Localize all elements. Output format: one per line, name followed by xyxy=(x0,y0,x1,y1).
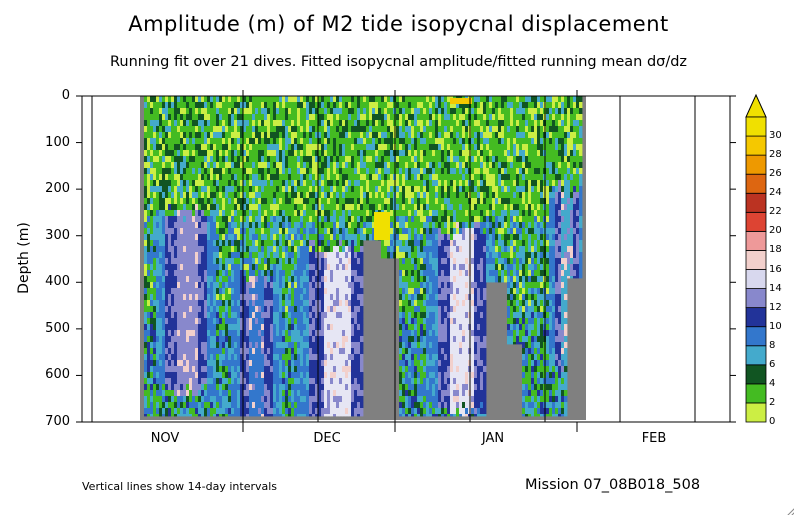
colorbar-tick-label: 28 xyxy=(769,149,782,161)
x-tick-label: DEC xyxy=(313,431,341,446)
y-tick-label: 400 xyxy=(45,274,70,290)
y-tick-label: 300 xyxy=(45,227,70,243)
y-tick-label: 200 xyxy=(45,181,70,197)
colorbar-tick-label: 20 xyxy=(769,225,782,237)
y-tick-label: 500 xyxy=(45,320,70,336)
y-tick-label: 100 xyxy=(45,134,70,150)
colorbar-segment xyxy=(745,402,767,423)
colorbar-segment xyxy=(745,211,767,232)
colorbar-tick-label: 2 xyxy=(769,396,776,408)
colorbar-tick-label: 16 xyxy=(769,263,782,275)
colorbar-tick-label: 8 xyxy=(769,339,776,351)
colorbar-segment xyxy=(745,383,767,404)
colorbar-segment xyxy=(745,192,767,213)
colorbar-segment xyxy=(745,364,767,385)
colorbar-segment xyxy=(745,154,767,175)
y-tick-label: 600 xyxy=(45,367,70,383)
colorbar-segment xyxy=(745,269,767,289)
colorbar-tick-label: 18 xyxy=(769,244,782,256)
colorbar-tick-label: 22 xyxy=(769,206,782,218)
colorbar-segment xyxy=(745,326,767,347)
colorbar-segment xyxy=(745,230,767,251)
y-tick-label: 0 xyxy=(61,88,70,103)
colorbar-tick-label: 24 xyxy=(769,187,782,199)
colorbar-segment xyxy=(745,135,767,156)
colorbar-segment xyxy=(745,173,767,194)
colorbar-tick-label: 30 xyxy=(769,130,782,142)
x-tick-label: FEB xyxy=(641,431,667,446)
colorbar-tick-label: 12 xyxy=(769,301,782,313)
colorbar-overflow-arrow xyxy=(745,93,767,118)
high-amplitude-patch xyxy=(374,212,390,240)
colorbar-tick-label: 0 xyxy=(769,416,776,427)
colorbar-segment xyxy=(745,345,767,366)
colorbar-tick-label: 10 xyxy=(769,320,782,332)
colorbar-tick-label: 4 xyxy=(769,377,776,389)
colorbar-segment xyxy=(745,250,767,270)
colorbar-tick-label: 14 xyxy=(769,282,782,294)
plot-frame xyxy=(81,95,731,423)
colorbar-tick-label: 6 xyxy=(769,358,776,370)
colorbar-segment xyxy=(745,116,767,137)
x-tick-label: JAN xyxy=(481,431,505,446)
colorbar-segment xyxy=(745,307,767,328)
mission-label: Mission 07_08B018_508 xyxy=(525,477,701,493)
colorbar-tick-label: 26 xyxy=(769,168,782,180)
surface-high-patch xyxy=(450,98,472,104)
chart-title: Amplitude (m) of M2 tide isopycnal displ… xyxy=(128,12,669,36)
x-tick-label: NOV xyxy=(150,431,180,446)
resize-grip-icon[interactable] xyxy=(784,505,794,515)
chart-subtitle: Running fit over 21 dives. Fitted isopyc… xyxy=(109,54,688,70)
y-tick-label: 700 xyxy=(45,414,70,429)
amplitude-field xyxy=(144,96,583,417)
interval-note: Vertical lines show 14-day intervals xyxy=(82,480,278,493)
colorbar-segment xyxy=(745,288,767,309)
